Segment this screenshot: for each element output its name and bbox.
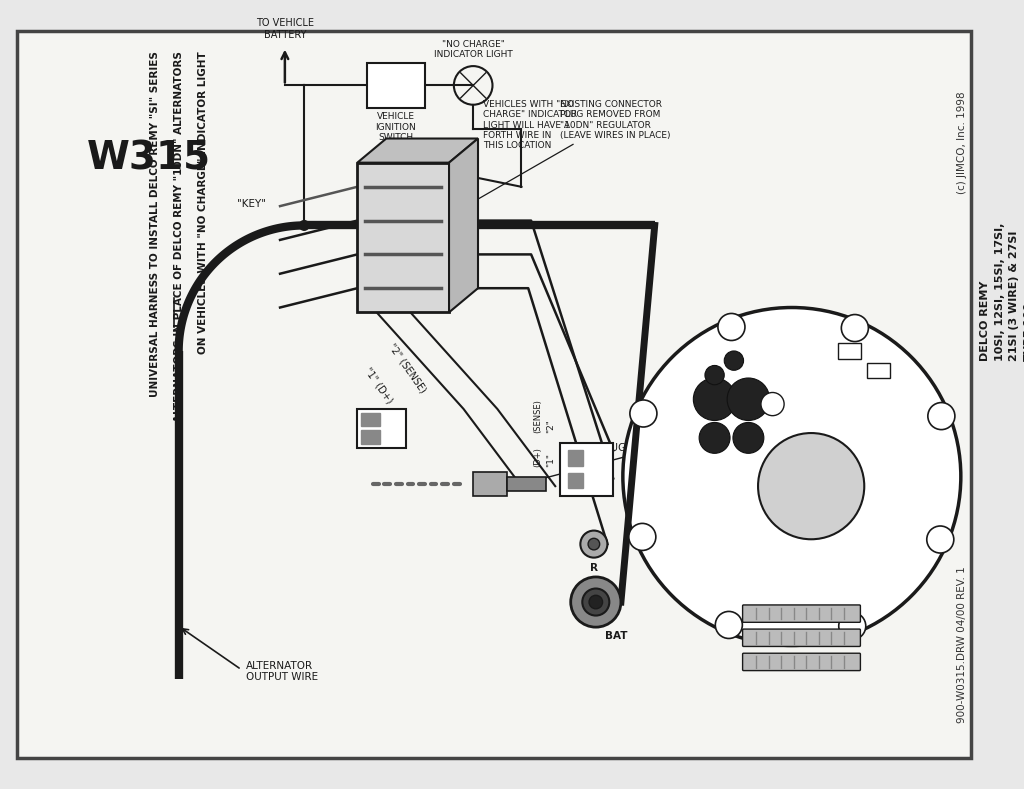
- Text: TO VEHICLE
BATTERY: TO VEHICLE BATTERY: [256, 18, 314, 40]
- Text: 21SI (3 WIRE) & 27SI: 21SI (3 WIRE) & 27SI: [1009, 230, 1019, 361]
- Text: "2": "2": [546, 419, 555, 433]
- Circle shape: [583, 589, 609, 615]
- Text: "1" (D+): "1" (D+): [362, 365, 394, 406]
- Bar: [357, 409, 406, 447]
- Bar: [568, 473, 584, 488]
- Circle shape: [727, 378, 770, 421]
- Bar: [507, 477, 546, 491]
- Text: (SENSE): (SENSE): [534, 399, 543, 433]
- Text: (D+): (D+): [534, 447, 543, 467]
- Circle shape: [581, 530, 607, 558]
- Circle shape: [299, 221, 309, 230]
- Circle shape: [699, 422, 730, 454]
- Circle shape: [839, 612, 865, 640]
- Circle shape: [733, 422, 764, 454]
- Text: DELCO REMY: DELCO REMY: [980, 280, 990, 361]
- Text: UNIVERSAL HARNESS TO INSTALL DELCO REMY "SI" SERIES: UNIVERSAL HARNESS TO INSTALL DELCO REMY …: [150, 51, 160, 398]
- Text: 10SI, 12SI, 15SI, 17SI,: 10SI, 12SI, 15SI, 17SI,: [994, 222, 1005, 361]
- Text: ALTERNATORS IN PLACE OF DELCO REMY "10DN" ALTERNATORS: ALTERNATORS IN PLACE OF DELCO REMY "10DN…: [174, 51, 184, 422]
- Circle shape: [718, 313, 744, 341]
- Circle shape: [927, 526, 953, 553]
- Bar: [361, 430, 381, 443]
- Text: ALTERNATOR
OUTPUT WIRE: ALTERNATOR OUTPUT WIRE: [246, 660, 318, 682]
- Text: 900-W0315.DRW 04/00 REV. 1: 900-W0315.DRW 04/00 REV. 1: [956, 566, 967, 723]
- Bar: [560, 443, 613, 495]
- Bar: [473, 472, 507, 495]
- Bar: [357, 163, 450, 312]
- Bar: [839, 343, 861, 359]
- Circle shape: [928, 402, 955, 430]
- Text: R: R: [590, 563, 598, 574]
- Circle shape: [623, 308, 961, 645]
- Text: VEHICLES WITH "NO
CHARGE" INDICATOR
LIGHT WILL HAVE A
FORTH WIRE IN
THIS LOCATIO: VEHICLES WITH "NO CHARGE" INDICATOR LIGH…: [419, 100, 577, 176]
- Text: "1": "1": [546, 453, 555, 467]
- Text: 1: 1: [591, 473, 598, 484]
- FancyBboxPatch shape: [742, 605, 860, 623]
- FancyBboxPatch shape: [742, 629, 860, 646]
- Circle shape: [842, 315, 868, 342]
- Text: "2" (SENSE): "2" (SENSE): [386, 342, 428, 394]
- Circle shape: [693, 378, 736, 421]
- Polygon shape: [450, 139, 478, 312]
- Circle shape: [724, 351, 743, 370]
- Circle shape: [629, 523, 655, 551]
- Text: W315: W315: [87, 140, 211, 178]
- FancyBboxPatch shape: [742, 653, 860, 671]
- Text: (c) JIMCO, Inc. 1998: (c) JIMCO, Inc. 1998: [956, 92, 967, 194]
- Bar: [568, 451, 584, 466]
- Circle shape: [761, 392, 784, 416]
- Text: "NO CHARGE"
INDICATOR LIGHT: "NO CHARGE" INDICATOR LIGHT: [434, 40, 513, 59]
- Bar: [367, 63, 425, 107]
- Text: 2: 2: [591, 446, 598, 455]
- Polygon shape: [357, 139, 478, 163]
- Circle shape: [705, 365, 724, 385]
- Circle shape: [630, 400, 657, 427]
- Text: VEHICLE
IGNITION
SWITCH: VEHICLE IGNITION SWITCH: [376, 113, 417, 142]
- Text: PLUG IN ADAPTER WIRE: PLUG IN ADAPTER WIRE: [525, 443, 722, 484]
- Circle shape: [716, 611, 742, 638]
- Text: "KEY": "KEY": [237, 199, 265, 209]
- Circle shape: [589, 595, 602, 609]
- Text: BAT: BAT: [605, 631, 628, 641]
- Circle shape: [758, 433, 864, 539]
- Circle shape: [570, 577, 621, 627]
- Bar: [361, 413, 381, 426]
- Bar: [867, 363, 890, 378]
- Circle shape: [588, 538, 600, 550]
- Text: EXISTING CONNECTOR
PLUG REMOVED FROM
"10DN" REGULATOR
(LEAVE WIRES IN PLACE): EXISTING CONNECTOR PLUG REMOVED FROM "10…: [453, 100, 671, 214]
- Text: ON VEHICLES WITH "NO CHARGE" INDICATOR LIGHT: ON VEHICLES WITH "NO CHARGE" INDICATOR L…: [198, 51, 208, 354]
